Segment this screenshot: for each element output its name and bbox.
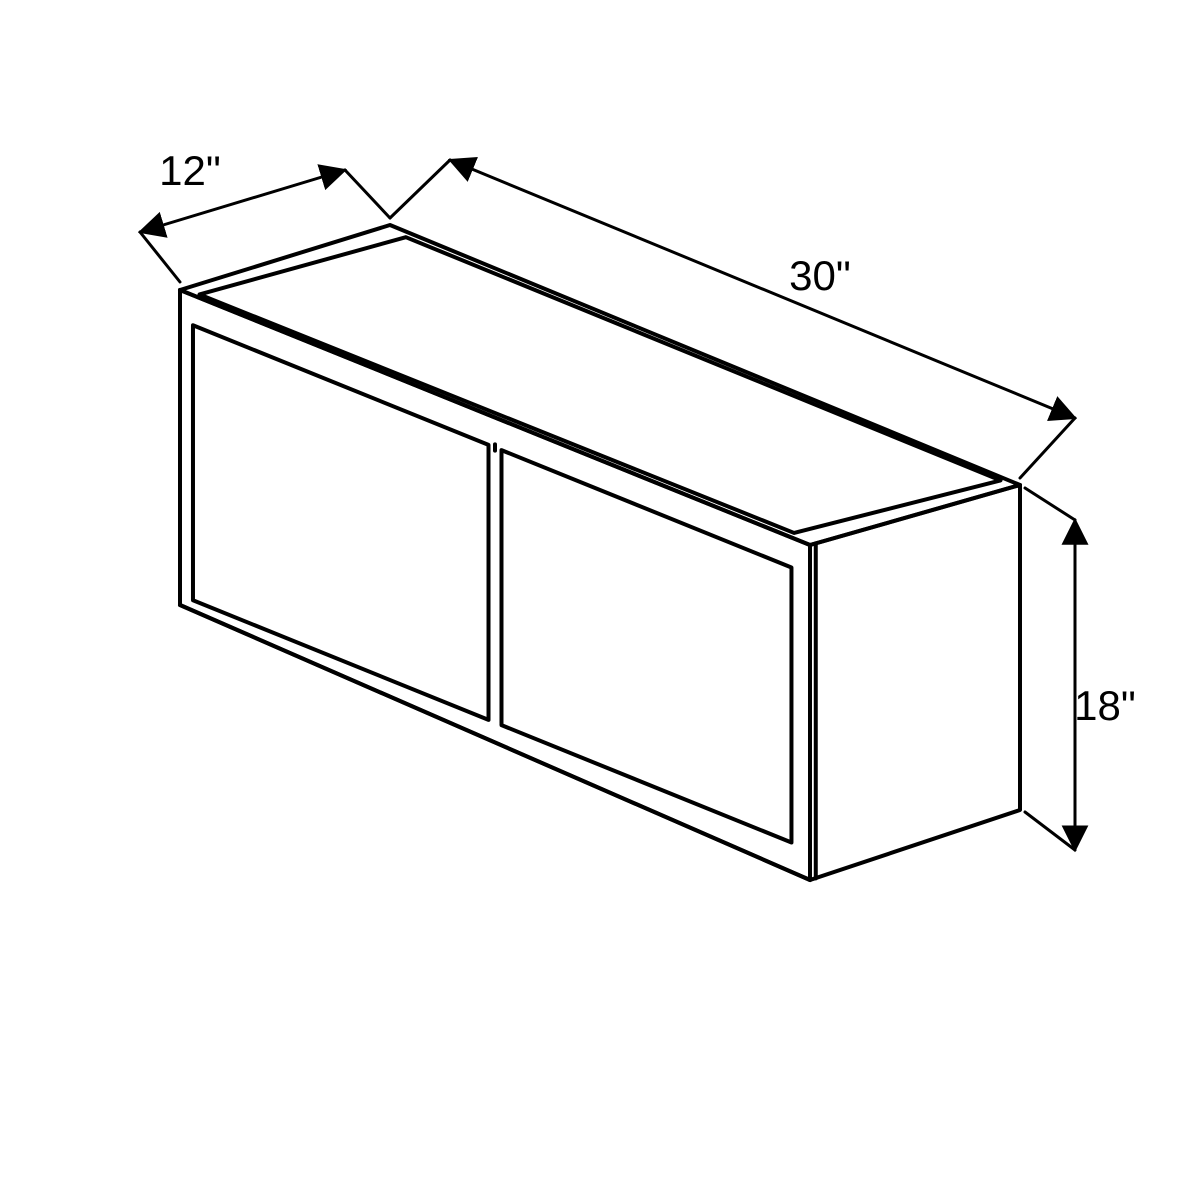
dimension-label-depth: 12" [159, 147, 221, 194]
dimension-label-width: 30" [789, 252, 851, 299]
cabinet-dimension-diagram: 12" 30" 18" [0, 0, 1200, 1200]
dimension-label-height: 18" [1074, 682, 1136, 729]
